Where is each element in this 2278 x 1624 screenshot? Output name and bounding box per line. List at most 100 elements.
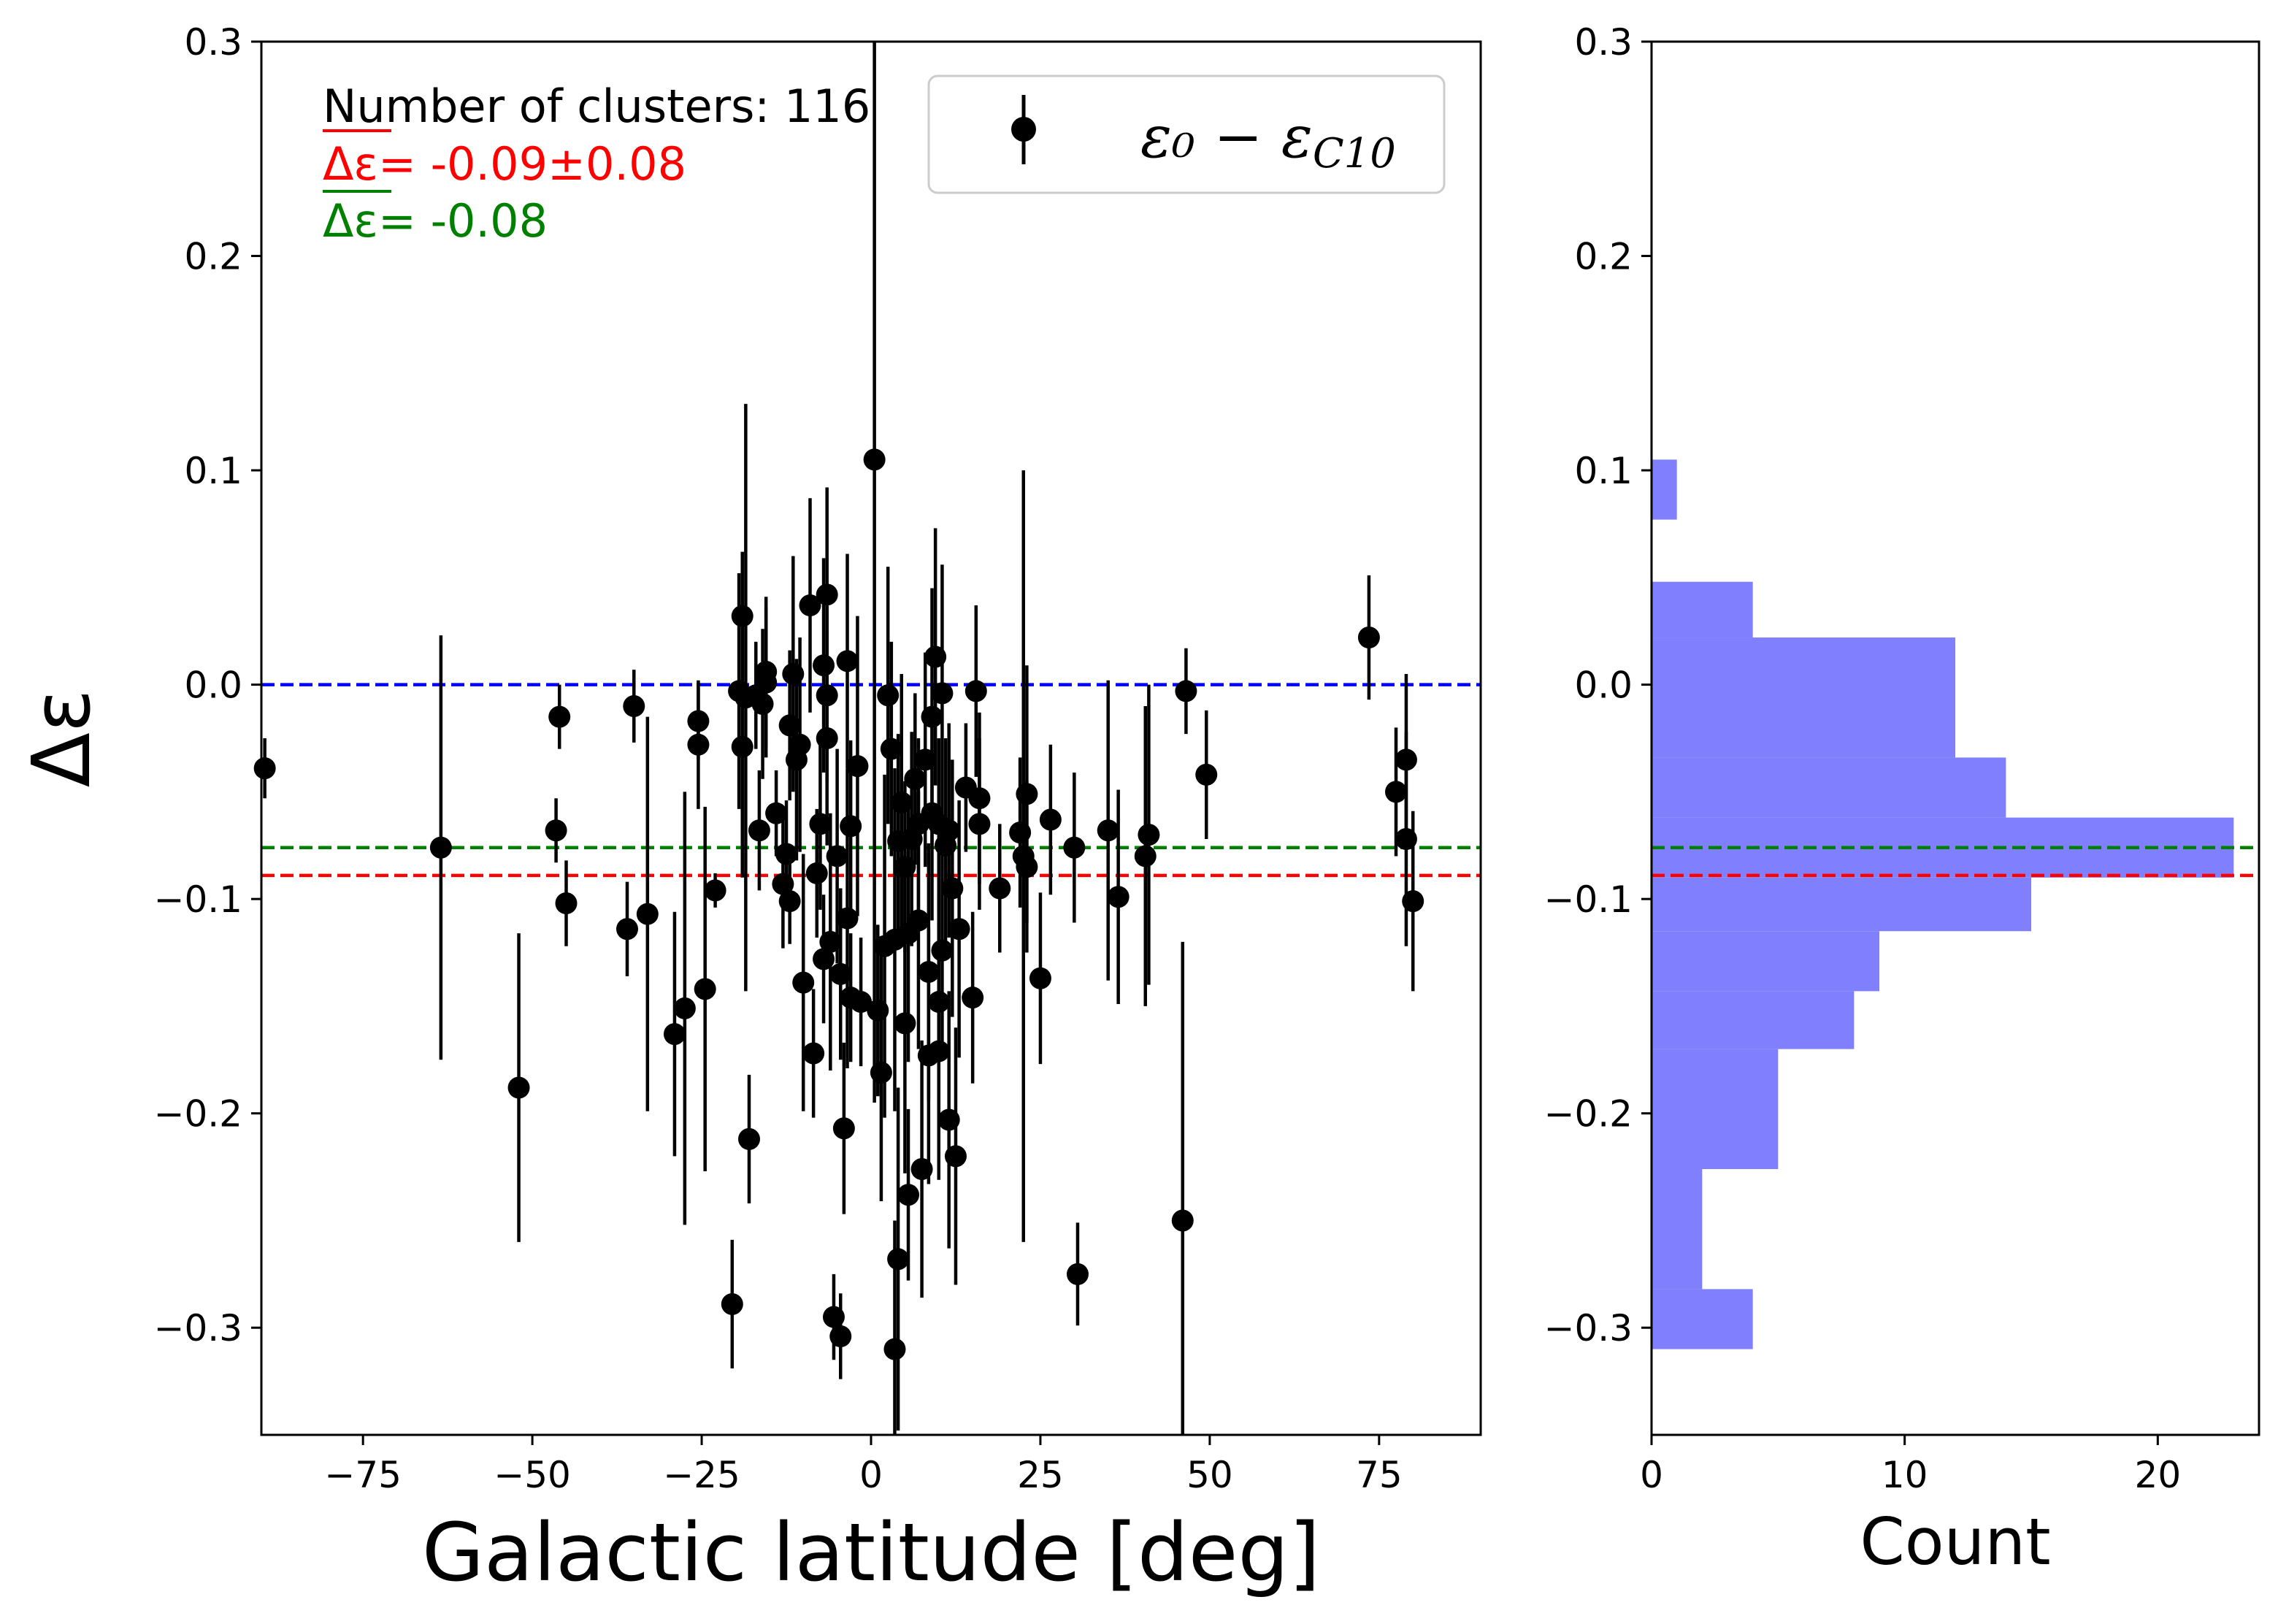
- data-point: [927, 895, 950, 1109]
- point-marker: [694, 978, 716, 1000]
- point-marker: [962, 987, 984, 1009]
- data-point: [687, 680, 710, 809]
- point-marker: [816, 583, 838, 606]
- legend-entry-subscript: C10: [1313, 130, 1396, 177]
- x-tick-label: −25: [663, 1454, 740, 1496]
- data-point: [836, 554, 859, 769]
- point-marker: [802, 1042, 825, 1065]
- data-point: [1066, 1222, 1089, 1326]
- histogram-x-axis: 0 10 20: [1640, 1435, 2181, 1496]
- scatter-y-axis-title: Δε: [15, 689, 108, 788]
- data-point: [555, 860, 578, 946]
- data-point: [937, 723, 960, 938]
- point-marker: [765, 802, 788, 824]
- point-marker: [792, 971, 815, 994]
- data-point: [989, 824, 1011, 953]
- point-marker: [907, 909, 929, 932]
- legend-entry: ε₀ − εC10: [1140, 103, 1396, 177]
- data-point: [789, 637, 811, 852]
- data-point: [1171, 941, 1194, 1435]
- point-marker: [616, 918, 638, 941]
- point-marker: [673, 997, 696, 1019]
- point-marker: [836, 650, 859, 673]
- point-marker: [968, 813, 991, 835]
- mean-symbol: Δε: [323, 137, 378, 191]
- hist-y-tick-label: 0.3: [1574, 21, 1633, 64]
- median-symbol: Δε: [323, 194, 378, 248]
- y-tick-label: 0.2: [184, 236, 242, 278]
- median-value: = -0.08: [378, 194, 548, 248]
- point-marker: [1029, 967, 1051, 989]
- data-point: [931, 843, 954, 1058]
- data-point: [846, 616, 869, 916]
- point-marker: [870, 1061, 892, 1084]
- x-tick-label: −75: [324, 1454, 402, 1496]
- data-point: [1134, 705, 1157, 1006]
- point-marker: [429, 836, 452, 859]
- point-marker: [829, 1325, 852, 1347]
- point-marker: [1402, 890, 1424, 913]
- histogram-bar: [1652, 459, 1677, 520]
- histogram-bar: [1652, 877, 2031, 932]
- data-point: [1402, 811, 1424, 992]
- point-marker: [1138, 824, 1160, 846]
- histogram-bar: [1652, 581, 1753, 638]
- scatter-points: [253, 42, 1424, 1435]
- data-point: [765, 770, 788, 857]
- point-marker: [555, 892, 578, 915]
- data-point: [507, 933, 530, 1242]
- data-point: [751, 629, 774, 779]
- y-tick-label: −0.1: [154, 878, 242, 921]
- point-marker: [921, 705, 943, 728]
- hist-x-tick-label: 0: [1640, 1454, 1663, 1496]
- data-point: [829, 1293, 852, 1379]
- data-point: [1029, 892, 1051, 1065]
- scatter-x-axis: −75 −50 −25 0 25 50 75: [324, 1435, 1403, 1496]
- hist-x-tick-label: 10: [1882, 1454, 1928, 1496]
- point-marker: [850, 991, 873, 1014]
- data-point: [545, 798, 567, 863]
- scatter-plot-frame: [260, 40, 1482, 1436]
- point-marker: [548, 705, 571, 728]
- point-marker: [931, 682, 954, 705]
- point-marker: [663, 1023, 686, 1046]
- point-marker: [799, 594, 821, 617]
- y-tick-label: −0.3: [154, 1307, 242, 1349]
- point-marker: [927, 991, 950, 1014]
- point-marker: [738, 1127, 760, 1150]
- point-marker: [751, 693, 774, 716]
- y-tick-label: −0.2: [154, 1093, 242, 1135]
- point-marker: [846, 755, 869, 778]
- data-point: [887, 1087, 910, 1431]
- point-marker: [721, 1292, 743, 1315]
- histogram-bars: [1652, 459, 2234, 1349]
- point-marker: [636, 903, 659, 925]
- data-point: [799, 498, 821, 713]
- mean-value: = -0.09±0.08: [378, 137, 686, 191]
- legend-box: [927, 74, 1446, 194]
- point-marker: [887, 1248, 910, 1271]
- data-point: [1097, 680, 1119, 981]
- scatter-y-axis: −0.3 −0.2 −0.1 0.0 0.1 0.2 0.3: [154, 21, 261, 1349]
- data-point: [731, 616, 753, 878]
- point-marker: [789, 733, 811, 756]
- point-marker: [904, 767, 927, 790]
- histogram-x-axis-title: Count: [1860, 1504, 2050, 1579]
- point-marker: [1175, 680, 1197, 702]
- point-marker: [937, 819, 960, 842]
- point-marker: [1134, 845, 1157, 867]
- hist-x-tick-label: 20: [2135, 1454, 2182, 1496]
- point-marker: [836, 907, 859, 930]
- data-point: [921, 588, 943, 846]
- x-tick-label: 50: [1186, 1454, 1233, 1496]
- data-point: [1138, 684, 1160, 985]
- data-point: [748, 770, 770, 891]
- scatter-x-axis-title: Galactic latitude [deg]: [422, 1506, 1320, 1599]
- data-point: [870, 943, 892, 1202]
- data-point: [850, 937, 873, 1067]
- hist-y-tick-label: 0.1: [1574, 450, 1633, 492]
- histogram-bar: [1652, 1049, 1779, 1170]
- hist-y-tick-label: −0.1: [1544, 878, 1633, 921]
- point-marker: [704, 879, 726, 902]
- data-point: [897, 1108, 920, 1281]
